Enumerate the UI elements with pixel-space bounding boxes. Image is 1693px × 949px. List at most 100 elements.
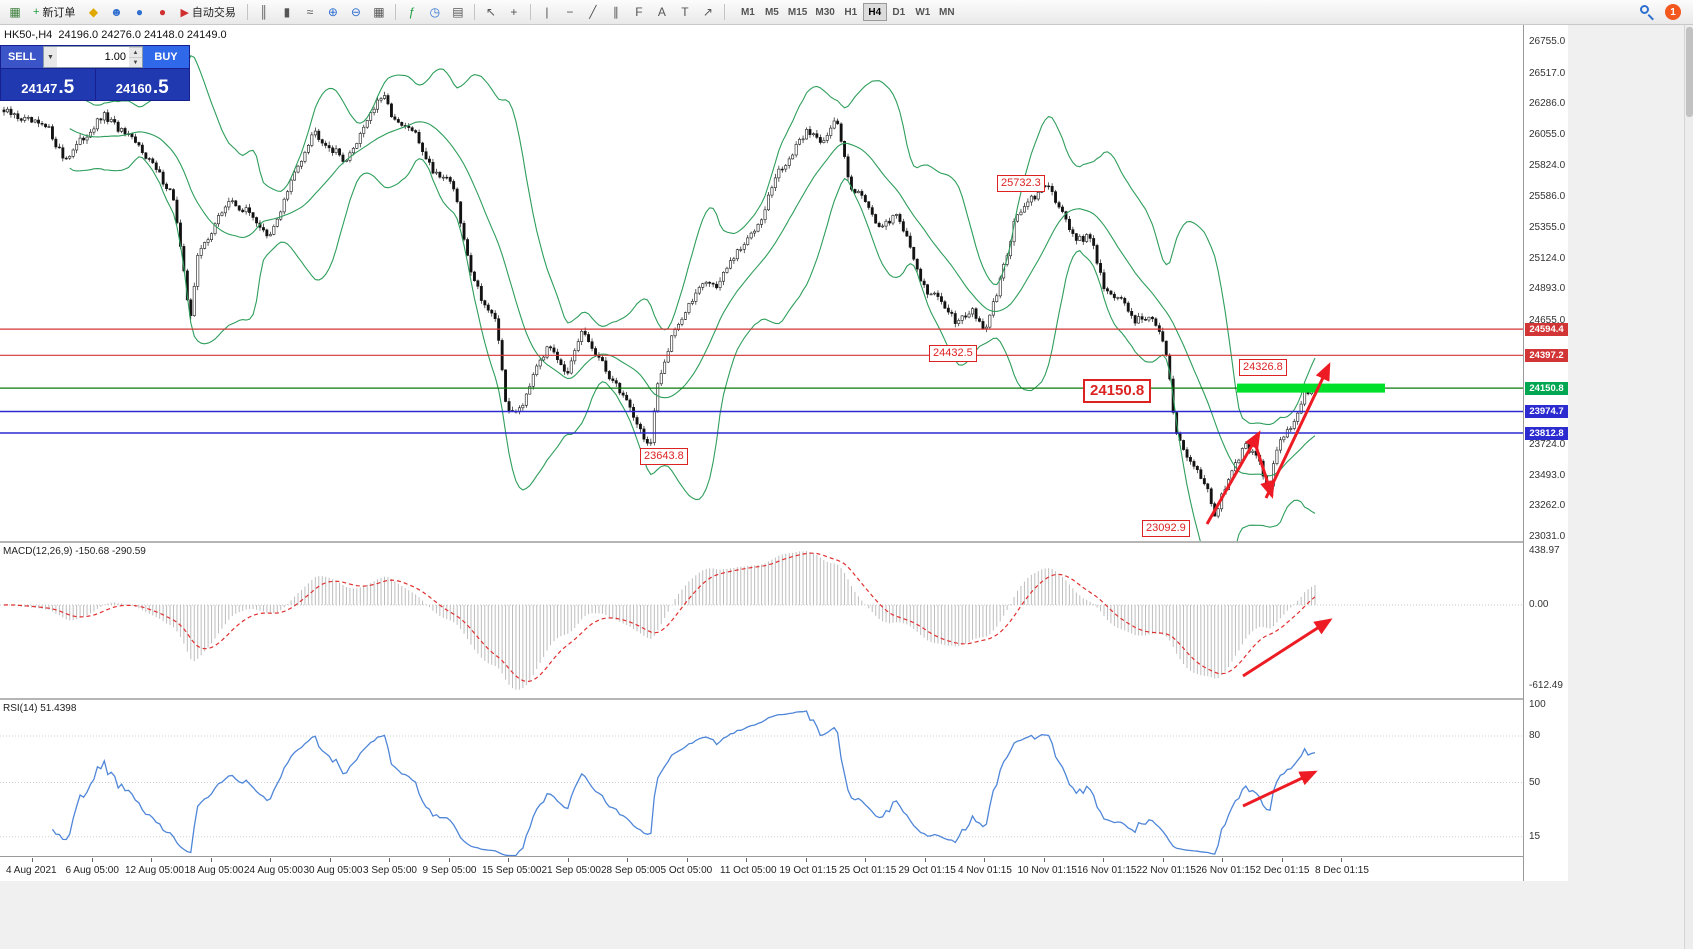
trendline-icon[interactable]: ╱ bbox=[582, 2, 604, 22]
panel-splitter[interactable] bbox=[0, 541, 1568, 543]
trend-arrow[interactable] bbox=[1251, 436, 1275, 499]
price-tag: 24397.2 bbox=[1525, 348, 1568, 362]
price-annotation[interactable]: 23092.9 bbox=[1142, 520, 1190, 537]
time-axis-tick bbox=[865, 858, 866, 862]
mql-market-icon-glyph: ◆ bbox=[88, 5, 99, 19]
time-axis-tick bbox=[448, 858, 450, 862]
price-annotation[interactable]: 24326.8 bbox=[1239, 359, 1287, 376]
channel-icon[interactable]: ∥ bbox=[605, 2, 627, 22]
arrows-tool-icon[interactable]: ↗ bbox=[697, 2, 719, 22]
timeframe-toolbar: M1 M5 M15 M30 H1 H4 D1 W1 MN bbox=[736, 3, 959, 21]
community-icon-glyph: ☻ bbox=[110, 5, 123, 19]
price-annotation[interactable]: 24150.8 bbox=[1083, 379, 1152, 403]
notification-badge[interactable]: 1 bbox=[1665, 4, 1681, 20]
label-icon[interactable]: T bbox=[674, 2, 696, 22]
fibonacci-icon[interactable]: F bbox=[628, 2, 650, 22]
time-axis-label: 24 Aug 05:00 bbox=[244, 865, 303, 876]
price-annotation[interactable]: 25732.3 bbox=[997, 175, 1045, 192]
price-axis-label: 23724.0 bbox=[1529, 438, 1566, 450]
news-icon[interactable]: ● bbox=[128, 2, 150, 22]
zoom-out-icon[interactable]: ⊖ bbox=[345, 2, 367, 22]
time-axis-tick bbox=[270, 858, 271, 862]
time-axis-tick bbox=[91, 858, 93, 862]
trend-arrow[interactable] bbox=[1242, 770, 1318, 808]
bar-chart-icon[interactable]: ║ bbox=[253, 2, 275, 22]
timeframe-w1[interactable]: W1 bbox=[915, 6, 931, 18]
toolbar-separator bbox=[529, 4, 531, 20]
community-icon[interactable]: ☻ bbox=[105, 2, 127, 22]
timeframe-m15[interactable]: M15 bbox=[787, 6, 808, 18]
panel-splitter[interactable] bbox=[0, 698, 1568, 700]
timeframe-m5[interactable]: M5 bbox=[764, 6, 779, 18]
line-chart-icon[interactable]: ≈ bbox=[299, 2, 321, 22]
macd-panel[interactable] bbox=[0, 543, 1523, 698]
volume-dropdown-button[interactable]: ▼ bbox=[44, 47, 57, 67]
macd-label: MACD(12,26,9) -150.68 -290.59 bbox=[3, 546, 146, 557]
price-annotation[interactable]: 23643.8 bbox=[640, 448, 688, 465]
vertical-scrollbar[interactable] bbox=[1684, 25, 1693, 949]
price-axis-label: 23262.0 bbox=[1529, 500, 1566, 512]
record-icon[interactable]: ● bbox=[151, 2, 173, 22]
trend-arrow[interactable] bbox=[1264, 362, 1331, 499]
buy-price[interactable]: 24160.5 bbox=[94, 69, 190, 100]
trend-arrow[interactable] bbox=[1205, 430, 1261, 525]
zoom-in-icon-glyph: ⊕ bbox=[327, 5, 338, 19]
volume-up-button[interactable]: ▲ bbox=[129, 47, 142, 57]
candlestick-chart-icon-glyph: ▮ bbox=[283, 5, 291, 19]
timeframe-m1[interactable]: M1 bbox=[740, 6, 755, 18]
price-axis-label: 25355.0 bbox=[1529, 222, 1566, 234]
timeframe-d1[interactable]: D1 bbox=[892, 6, 906, 18]
timeframe-h1[interactable]: H1 bbox=[844, 6, 858, 18]
time-axis-tick bbox=[1281, 858, 1283, 862]
time-axis-tick bbox=[627, 858, 628, 862]
time-axis-tick bbox=[1222, 858, 1223, 862]
time-axis-tick bbox=[210, 858, 212, 862]
scrollbar-thumb[interactable] bbox=[1686, 27, 1693, 117]
indicators-icon[interactable]: ƒ bbox=[401, 2, 423, 22]
line-chart-icon-glyph: ≈ bbox=[306, 5, 314, 19]
time-axis-label: 19 Oct 01:15 bbox=[779, 865, 837, 876]
period-icon[interactable]: ◷ bbox=[424, 2, 446, 22]
trendline-icon-glyph: ╱ bbox=[589, 5, 597, 19]
new-chart-icon[interactable]: ▦ bbox=[4, 2, 26, 22]
trend-arrow[interactable] bbox=[1242, 618, 1333, 678]
new-order-button[interactable]: + 新订单 bbox=[27, 2, 81, 22]
price-axis-label: 25824.0 bbox=[1529, 159, 1566, 171]
window-bottom-chrome bbox=[0, 881, 1568, 949]
fibonacci-icon-glyph: F bbox=[635, 5, 643, 19]
volume-down-button[interactable]: ▼ bbox=[129, 57, 142, 67]
toolbar-separator bbox=[473, 4, 475, 20]
arrows-tool-icon-glyph: ↗ bbox=[702, 5, 713, 19]
templates-icon[interactable]: ▤ bbox=[447, 2, 469, 22]
new-chart-icon-glyph: ▦ bbox=[9, 5, 21, 19]
volume-input[interactable] bbox=[57, 47, 129, 67]
mql-market-icon[interactable]: ◆ bbox=[82, 2, 104, 22]
volume-spinner: ▲ ▼ bbox=[129, 47, 142, 67]
templates-icon-glyph: ▤ bbox=[452, 5, 464, 19]
zoom-in-icon[interactable]: ⊕ bbox=[322, 2, 344, 22]
autotrading-button[interactable]: ▶ 自动交易 bbox=[174, 2, 241, 22]
text-icon[interactable]: A bbox=[651, 2, 673, 22]
crosshair-icon[interactable]: + bbox=[503, 2, 525, 22]
sell-button[interactable]: SELL bbox=[1, 46, 43, 68]
price-axis-label: 26055.0 bbox=[1529, 129, 1566, 140]
time-axis-label: 2 Dec 01:15 bbox=[1255, 865, 1310, 876]
sell-price[interactable]: 24147.5 bbox=[1, 69, 95, 100]
timeframe-mn[interactable]: MN bbox=[939, 6, 955, 18]
buy-button[interactable]: BUY bbox=[143, 46, 189, 68]
candlestick-chart-icon[interactable]: ▮ bbox=[276, 2, 298, 22]
search-icon[interactable] bbox=[1639, 4, 1655, 21]
timeframe-h4[interactable]: H4 bbox=[862, 3, 887, 21]
horizontal-line-icon[interactable]: − bbox=[559, 2, 581, 22]
sell-price-int: 24147 bbox=[21, 81, 58, 96]
rsi-panel[interactable] bbox=[0, 700, 1523, 858]
time-axis-label: 28 Sep 05:00 bbox=[601, 865, 661, 876]
tile-windows-icon[interactable]: ▦ bbox=[368, 2, 390, 22]
timeframe-m30[interactable]: M30 bbox=[815, 6, 835, 18]
cursor-icon[interactable]: ↖ bbox=[480, 2, 502, 22]
price-annotation[interactable]: 24432.5 bbox=[929, 345, 977, 362]
vertical-line-icon[interactable]: | bbox=[536, 2, 558, 22]
main-price-chart[interactable] bbox=[0, 28, 1523, 541]
time-axis-label: 12 Aug 05:00 bbox=[125, 865, 184, 876]
time-axis-label: 18 Aug 05:00 bbox=[184, 865, 244, 876]
